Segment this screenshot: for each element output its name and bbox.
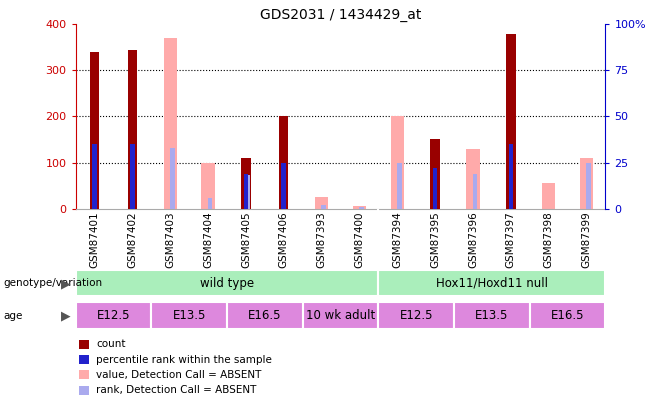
Bar <box>170 148 174 209</box>
Bar <box>164 38 177 209</box>
Bar <box>580 158 593 209</box>
Bar <box>586 162 591 209</box>
Text: GSM87400: GSM87400 <box>355 211 365 268</box>
Bar <box>542 183 555 209</box>
Text: GSM87394: GSM87394 <box>392 211 402 268</box>
Text: GSM87403: GSM87403 <box>165 211 175 268</box>
Bar <box>430 139 440 209</box>
Text: GSM87395: GSM87395 <box>430 211 440 268</box>
Text: wild type: wild type <box>200 277 254 290</box>
Bar <box>243 174 248 209</box>
Bar <box>353 206 366 209</box>
Bar <box>472 174 477 209</box>
Text: percentile rank within the sample: percentile rank within the sample <box>96 354 272 364</box>
Title: GDS2031 / 1434429_at: GDS2031 / 1434429_at <box>260 8 421 22</box>
Bar <box>282 162 286 209</box>
Text: Hox11/Hoxd11 null: Hox11/Hoxd11 null <box>436 277 548 290</box>
Text: E13.5: E13.5 <box>172 309 206 322</box>
Bar <box>208 198 213 209</box>
Text: ▶: ▶ <box>61 277 71 290</box>
Bar <box>130 144 135 209</box>
Bar <box>90 52 99 209</box>
Bar <box>454 303 530 328</box>
Text: genotype/variation: genotype/variation <box>3 279 103 288</box>
Bar <box>128 50 137 209</box>
Text: E12.5: E12.5 <box>97 309 130 322</box>
Bar <box>151 303 227 328</box>
Text: GSM87399: GSM87399 <box>582 211 592 268</box>
Bar <box>509 144 513 209</box>
Text: 10 wk adult: 10 wk adult <box>306 309 375 322</box>
Bar <box>227 303 303 328</box>
Text: GSM87405: GSM87405 <box>241 211 251 268</box>
Bar <box>279 117 288 209</box>
Bar <box>378 303 454 328</box>
Text: E13.5: E13.5 <box>475 309 509 322</box>
Bar <box>201 162 215 209</box>
Bar <box>245 175 250 209</box>
Text: GSM87404: GSM87404 <box>203 211 213 268</box>
Bar <box>467 149 480 209</box>
Bar <box>76 270 378 296</box>
Text: ▶: ▶ <box>61 309 71 322</box>
Text: E12.5: E12.5 <box>399 309 433 322</box>
Bar <box>391 117 404 209</box>
Text: E16.5: E16.5 <box>551 309 584 322</box>
Text: value, Detection Call = ABSENT: value, Detection Call = ABSENT <box>96 370 261 380</box>
Bar <box>92 144 97 209</box>
Bar <box>378 270 605 296</box>
Bar <box>76 303 151 328</box>
Text: GSM87406: GSM87406 <box>279 211 289 268</box>
Bar <box>321 205 326 209</box>
Text: E16.5: E16.5 <box>248 309 282 322</box>
Text: GSM87397: GSM87397 <box>506 211 516 268</box>
Text: rank, Detection Call = ABSENT: rank, Detection Call = ABSENT <box>96 385 257 395</box>
Bar <box>315 197 328 209</box>
Bar <box>506 34 515 209</box>
Text: GSM87402: GSM87402 <box>128 211 138 268</box>
Bar <box>241 158 251 209</box>
Text: GSM87393: GSM87393 <box>316 211 326 268</box>
Text: GSM87398: GSM87398 <box>544 211 553 268</box>
Bar <box>359 207 364 209</box>
Text: count: count <box>96 339 126 349</box>
Bar <box>530 303 605 328</box>
Bar <box>397 162 401 209</box>
Bar <box>303 303 378 328</box>
Text: age: age <box>3 311 22 321</box>
Bar <box>433 168 438 209</box>
Text: GSM87396: GSM87396 <box>468 211 478 268</box>
Text: GSM87401: GSM87401 <box>89 211 99 268</box>
